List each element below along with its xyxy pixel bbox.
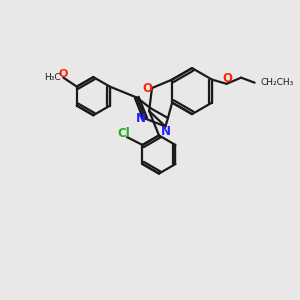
Text: O: O xyxy=(59,69,68,79)
Text: Cl: Cl xyxy=(117,127,130,140)
Text: O: O xyxy=(223,72,233,85)
Text: N: N xyxy=(160,125,170,138)
Text: N: N xyxy=(136,112,146,124)
Text: O: O xyxy=(142,82,152,94)
Text: H₃C: H₃C xyxy=(44,73,61,82)
Text: CH₂CH₃: CH₂CH₃ xyxy=(261,78,294,87)
